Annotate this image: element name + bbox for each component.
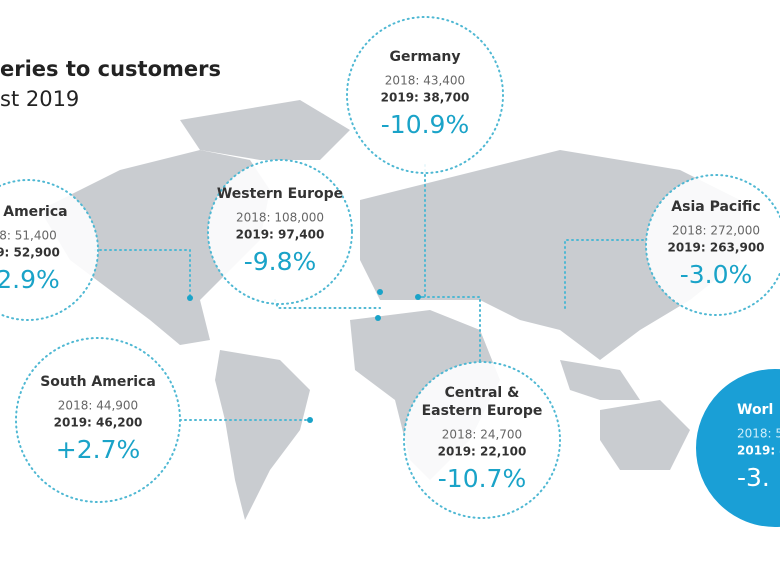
region-name: South America	[40, 374, 156, 390]
callout-circle	[207, 159, 353, 305]
region-callout: Worl 2018: 5 2019: 4 -3.	[696, 369, 780, 527]
region-name: h America	[0, 204, 68, 220]
value-2018: 2018: 108,000	[236, 211, 324, 225]
callout-circle	[403, 361, 561, 519]
value-2018: 8: 51,400	[0, 229, 57, 243]
value-2019: 2019: 97,400	[236, 228, 325, 242]
change-percent: +2.7%	[56, 435, 140, 464]
change-percent: -10.7%	[438, 464, 526, 493]
change-percent: 2.9%	[0, 265, 60, 294]
change-percent: -3.0%	[680, 260, 753, 289]
callout-circle	[15, 337, 181, 503]
title: eries to customers	[0, 57, 221, 81]
change-percent: -10.9%	[381, 110, 469, 139]
value-2019: 2019: 4	[737, 444, 780, 458]
value-2019: 9: 52,900	[0, 246, 60, 260]
region-callout: South America 2018: 44,900 2019: 46,200 +2.…	[15, 337, 181, 503]
value-2019: 2019: 22,100	[438, 445, 527, 459]
connectors	[94, 164, 649, 423]
region-callout: Western Europe 2018: 108,000 2019: 97,400 -…	[207, 159, 353, 305]
region-callout: Asia Pacific 2018: 272,000 2019: 263,900 -3…	[645, 174, 780, 316]
value-2018: 2018: 24,700	[442, 428, 522, 442]
subtitle: st 2019	[0, 87, 79, 111]
region-name: Eastern Europe	[422, 403, 543, 419]
callout-circle	[696, 369, 780, 527]
value-2019: 2019: 46,200	[54, 416, 143, 430]
region-name: Western Europe	[217, 186, 343, 202]
change-percent: -3.	[737, 463, 770, 492]
region-name: Worl	[737, 402, 773, 418]
value-2018: 2018: 272,000	[672, 224, 760, 238]
value-2018: 2018: 44,900	[58, 399, 138, 413]
regions: h America 8: 51,400 9: 52,900 2.9% Western E…	[0, 16, 780, 527]
region-name: Germany	[389, 49, 460, 65]
region-callout: Central & Eastern Europe 2018: 24,700 2019:…	[403, 361, 561, 519]
value-2018: 2018: 5	[737, 427, 780, 441]
callout-circle	[346, 16, 504, 174]
change-percent: -9.8%	[244, 247, 317, 276]
callout-circle	[645, 174, 780, 316]
region-name: Central &	[445, 385, 520, 401]
callout-circle	[0, 179, 99, 321]
value-2019: 2019: 263,900	[667, 241, 764, 255]
region-name: Asia Pacific	[671, 199, 760, 215]
value-2018: 2018: 43,400	[385, 74, 465, 88]
region-callout: h America 8: 51,400 9: 52,900 2.9%	[0, 179, 99, 321]
value-2019: 2019: 38,700	[381, 91, 470, 105]
region-callout: Germany 2018: 43,400 2019: 38,700 -10.9%	[346, 16, 504, 174]
